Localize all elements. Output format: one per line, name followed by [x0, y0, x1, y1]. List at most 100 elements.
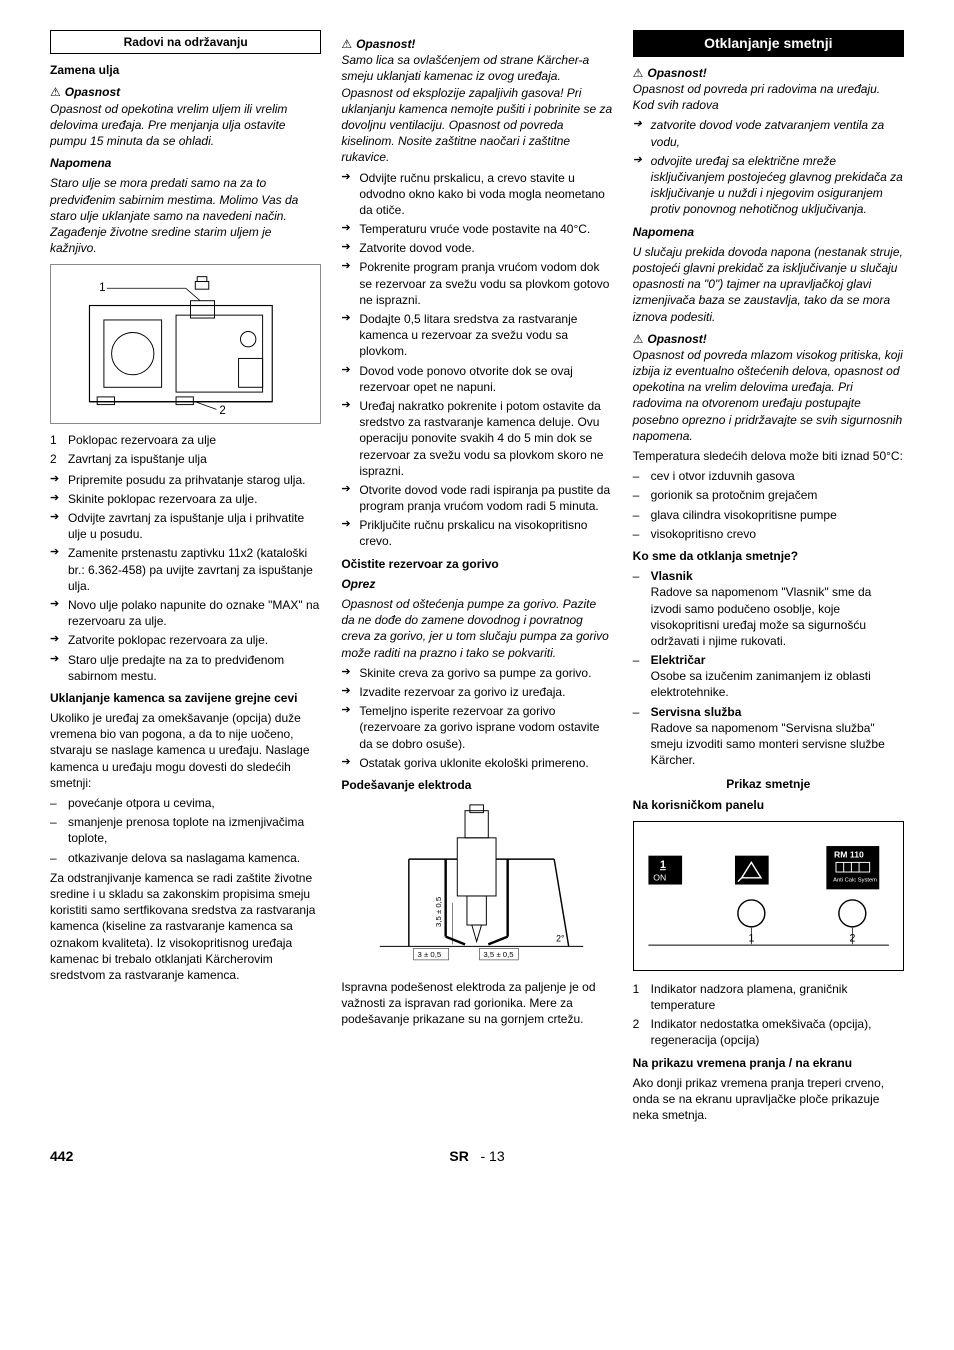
panel-legend: 1Indikator nadzora plamena, graničnik te…: [633, 981, 904, 1049]
step-item: Dodajte 0,5 litara sredstva za rastvaran…: [341, 311, 612, 360]
warning-label: Opasnost!: [356, 36, 415, 52]
temperature-list: cev i otvor izduvnih gasova gorionik sa …: [633, 468, 904, 542]
warning-icon: ⚠: [633, 331, 644, 347]
oil-steps-list: Pripremite posudu za prihvatanje starog …: [50, 472, 321, 684]
warning-line: ⚠ Opasnost!: [341, 36, 612, 52]
svg-text:RM 110: RM 110: [834, 849, 864, 859]
heading-who: Ko sme da otklanja smetnje?: [633, 548, 904, 564]
footer-center: SR - 13: [130, 1147, 824, 1166]
note-label: Napomena: [50, 155, 321, 171]
step-item: Zamenite prstenastu zaptivku 11x2 (katal…: [50, 545, 321, 594]
heading-on-panel: Na korisničkom panelu: [633, 797, 904, 813]
step-item: Skinite creva za gorivo sa pumpe za gori…: [341, 665, 612, 681]
step-item: Pripremite posudu za prihvatanje starog …: [50, 472, 321, 488]
step-item: Otvorite dovod vode radi ispiranja pa pu…: [341, 482, 612, 514]
column-3: Otklanjanje smetnji ⚠ Opasnost! Opasnost…: [633, 30, 904, 1127]
electrician-label: Električar: [651, 653, 706, 667]
step-item: Temperaturu vruće vode postavite na 40°C…: [341, 221, 612, 237]
svg-text:Anti Calc System: Anti Calc System: [833, 877, 877, 883]
list-item: glava cilindra visokopritisne pumpe: [633, 507, 904, 523]
electrode-text: Ispravna podešenost elektroda za paljenj…: [341, 979, 612, 1028]
caution-text: Opasnost od oštećenja pumpe za gorivo. P…: [341, 596, 612, 661]
svg-text:ON: ON: [653, 872, 666, 882]
heading-fault-display: Prikaz smetnje: [633, 776, 904, 792]
heading-on-screen: Na prikazu vremena pranja / na ekranu: [633, 1055, 904, 1071]
page-number: 442: [50, 1147, 130, 1166]
step-item: Uređaj nakratko pokrenite i potom ostavi…: [341, 398, 612, 479]
caution-label: Oprez: [341, 576, 612, 592]
svg-text:2: 2: [219, 405, 225, 417]
fuel-steps-list: Skinite creva za gorivo sa pumpe za gori…: [341, 665, 612, 771]
heading-fuel-tank: Očistite rezervoar za gorivo: [341, 556, 612, 572]
note-label: Napomena: [633, 224, 904, 240]
warning-icon: ⚠: [341, 36, 352, 52]
warning-text: Opasnost od povreda mlazom visokog priti…: [633, 347, 904, 444]
warning-line: ⚠ Opasnost!: [633, 331, 904, 347]
warning-label: Opasnost!: [647, 331, 706, 347]
list-item: otkazivanje delova sa naslagama kamenca.: [50, 850, 321, 866]
warning-steps-list: zatvorite dovod vode zatvaranjem ventila…: [633, 117, 904, 217]
list-item: smanjenje prenosa toplote na izmenjivači…: [50, 814, 321, 846]
heading-electrode: Podešavanje elektroda: [341, 777, 612, 793]
dim-label-1: 3 ± 0,5: [418, 950, 442, 959]
list-item: gorionik sa protočnim grejačem: [633, 487, 904, 503]
warning-text: Samo lica sa ovlašćenjem od strane Kärch…: [341, 52, 612, 165]
section-maintenance-title: Radovi na održavanju: [50, 30, 321, 54]
on-screen-text: Ako donji prikaz vremena pranja treperi …: [633, 1075, 904, 1124]
step-item: Odvijte ručnu prskalicu, a crevo stavite…: [341, 170, 612, 219]
step-item: Pokrenite program pranja vrućom vodom do…: [341, 259, 612, 308]
user-panel-diagram: 1 ON RM 110 Anti Calc System 1 2: [633, 821, 904, 971]
who-list: Vlasnik Radove sa napomenom "Vlasnik" sm…: [633, 568, 904, 768]
descaling-text: Za odstranjivanje kamenca se radi zaštit…: [50, 870, 321, 983]
step-item: Odvijte zavrtanj za ispuštanje ulja i pr…: [50, 510, 321, 542]
descaling-steps-list: Odvijte ručnu prskalicu, a crevo stavite…: [341, 170, 612, 550]
legend-item: 1Indikator nadzora plamena, graničnik te…: [633, 981, 904, 1013]
dim-label-2: 3,5 ± 0,5: [484, 950, 514, 959]
step-item: zatvorite dovod vode zatvaranjem ventila…: [633, 117, 904, 149]
section-troubleshoot-title: Otklanjanje smetnji: [633, 30, 904, 57]
legend-item: 2Zavrtanj za ispuštanje ulja: [50, 451, 321, 467]
step-item: Skinite poklopac rezervoara za ulje.: [50, 491, 321, 507]
step-item: Priključite ručnu prskalicu na visokopri…: [341, 517, 612, 549]
svg-text:1: 1: [99, 282, 105, 294]
step-item: Temeljno isperite rezervoar za gorivo (r…: [341, 703, 612, 752]
electrode-diagram: 3 ± 0,5 3,5 ± 0,5 3,5 ± 0,5 2°: [341, 801, 612, 971]
warning-icon: ⚠: [633, 65, 644, 81]
warning-text: Opasnost od povreda pri radovima na uređ…: [633, 81, 904, 113]
warning-icon: ⚠: [50, 84, 61, 100]
descaling-list: povećanje otpora u cevima, smanjenje pre…: [50, 795, 321, 866]
list-item: Servisna služba Radove sa napomenom "Ser…: [633, 704, 904, 769]
svg-text:2°: 2°: [556, 934, 564, 944]
service-text: Radove sa napomenom "Servisna služba" sm…: [651, 720, 904, 769]
heading-descaling: Uklanjanje kamenca sa zavijene grejne ce…: [50, 690, 321, 706]
list-item: visokopritisno crevo: [633, 526, 904, 542]
warning-line: ⚠ Opasnost: [50, 84, 321, 100]
descaling-intro: Ukoliko je uređaj za omekšavanje (opcija…: [50, 710, 321, 791]
step-item: Staro ulje predajte na za to predviđenom…: [50, 652, 321, 684]
svg-text:3,5 ± 0,5: 3,5 ± 0,5: [434, 897, 443, 927]
page-footer: 442 SR - 13: [50, 1147, 904, 1166]
heading-oil-change: Zamena ulja: [50, 62, 321, 78]
list-item: Vlasnik Radove sa napomenom "Vlasnik" sm…: [633, 568, 904, 649]
warning-label: Opasnost!: [647, 65, 706, 81]
note-text: Staro ulje se mora predati samo na za to…: [50, 175, 321, 256]
service-label: Servisna služba: [651, 705, 742, 719]
legend-item: 1Poklopac rezervoara za ulje: [50, 432, 321, 448]
page-columns: Radovi na održavanju Zamena ulja ⚠ Opasn…: [50, 30, 904, 1127]
warning-text: Opasnost od opekotina vrelim uljem ili v…: [50, 101, 321, 150]
owner-label: Vlasnik: [651, 569, 693, 583]
svg-text:1: 1: [660, 859, 666, 871]
note-text: U slučaju prekida dovoda napona (nestana…: [633, 244, 904, 325]
step-item: Izvadite rezervoar za gorivo iz uređaja.: [341, 684, 612, 700]
warning-label: Opasnost: [65, 84, 120, 100]
legend-item: 2Indikator nedostatka omekšivača (opcija…: [633, 1016, 904, 1048]
step-item: Zatvorite poklopac rezervoara za ulje.: [50, 632, 321, 648]
list-item: cev i otvor izduvnih gasova: [633, 468, 904, 484]
owner-text: Radove sa napomenom "Vlasnik" sme da izv…: [651, 584, 904, 649]
step-item: Ostatak goriva uklonite ekološki primere…: [341, 755, 612, 771]
list-item: povećanje otpora u cevima,: [50, 795, 321, 811]
diagram-legend: 1Poklopac rezervoara za ulje 2Zavrtanj z…: [50, 432, 321, 467]
step-item: odvojite uređaj sa električne mreže iskl…: [633, 153, 904, 218]
step-item: Zatvorite dovod vode.: [341, 240, 612, 256]
column-1: Radovi na održavanju Zamena ulja ⚠ Opasn…: [50, 30, 321, 1127]
